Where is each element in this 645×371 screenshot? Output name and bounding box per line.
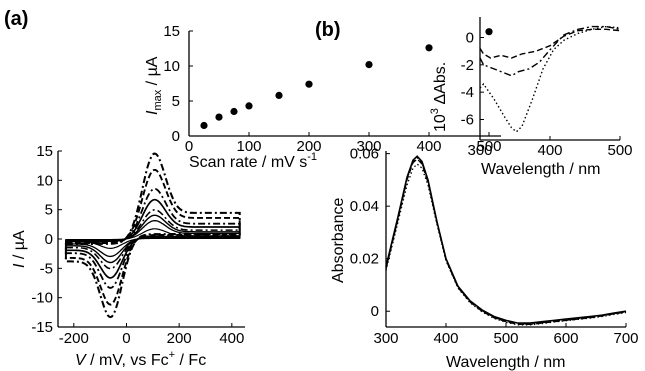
b-inset-series-dashed bbox=[479, 28, 621, 59]
a-inset-ylabel: Imax / µA bbox=[144, 56, 164, 115]
x-tick-label: 300 bbox=[467, 142, 492, 159]
y-tick-label: 10 bbox=[163, 58, 180, 75]
y-tick-label: 0 bbox=[45, 231, 53, 248]
a-inset-point bbox=[365, 61, 373, 69]
panel-a-label: (a) bbox=[4, 8, 28, 30]
x-tick-label: 300 bbox=[373, 330, 398, 347]
b-inset-series-dashdot bbox=[479, 25, 621, 77]
chart-b-main: Wavelength / nm Absorbance 300 400 500 600 7… bbox=[330, 146, 639, 371]
b-main-series-solid bbox=[385, 155, 627, 324]
y-tick-label: 5 bbox=[45, 202, 53, 219]
x-tick-label: 0 bbox=[122, 330, 130, 347]
b-main-series-dashed bbox=[385, 157, 627, 326]
b-inset-ylabel: 103 ΔAbs. bbox=[429, 62, 449, 132]
a-cv-series-400 bbox=[64, 152, 241, 319]
b-main-series-dotted bbox=[385, 163, 627, 326]
chart-a-inset: Scan rate / mV s-1 Imax / µA 0 100 200 300 4… bbox=[144, 23, 502, 171]
y-tick-label: -10 bbox=[31, 290, 53, 307]
a-inset-point bbox=[485, 28, 493, 36]
b-main-series-dashdot bbox=[385, 156, 627, 325]
y-tick-label: -4 bbox=[461, 84, 474, 101]
chart-b-inset: Wavelength / nm 103 ΔAbs. 300 400 500-6-4-… bbox=[429, 17, 633, 178]
x-tick-label: 500 bbox=[493, 330, 518, 347]
x-tick-label: 400 bbox=[537, 142, 562, 159]
y-tick-label: 15 bbox=[36, 143, 53, 160]
b-main-xlabel: Wavelength / nm bbox=[446, 354, 565, 371]
a-inset-point bbox=[425, 44, 433, 52]
y-tick-label: 5 bbox=[172, 93, 180, 110]
chart-a-cv: V / mV, vs Fc+ / Fc I / µA -200 0 200 400 -1… bbox=[11, 143, 245, 369]
a-cv-xlabel: V / mV, vs Fc+ / Fc bbox=[75, 349, 206, 369]
x-tick-label: 700 bbox=[613, 330, 638, 347]
x-tick-label: 400 bbox=[219, 330, 244, 347]
y-tick-label: -5 bbox=[40, 260, 53, 277]
x-tick-label: 300 bbox=[356, 138, 381, 155]
y-tick-label: -6 bbox=[461, 112, 474, 129]
y-tick-label: 10 bbox=[36, 172, 53, 189]
y-tick-label: 0.04 bbox=[350, 198, 379, 215]
a-inset-point bbox=[200, 121, 208, 130]
b-inset-xlabel: Wavelength / nm bbox=[481, 161, 600, 178]
x-tick-label: -200 bbox=[59, 330, 89, 347]
x-tick-label: 0 bbox=[185, 138, 193, 155]
a-cv-ylabel: I / µA bbox=[11, 230, 28, 268]
x-tick-label: 200 bbox=[167, 330, 192, 347]
a-inset-point bbox=[230, 107, 238, 116]
x-tick-label: 400 bbox=[433, 330, 458, 347]
y-tick-label: -15 bbox=[31, 319, 53, 336]
x-tick-label: 200 bbox=[296, 138, 321, 155]
panel-b-label: (b) bbox=[315, 19, 341, 41]
a-cv-series-200 bbox=[65, 188, 241, 289]
y-tick-label: -2 bbox=[461, 57, 474, 74]
y-tick-label: 0 bbox=[371, 303, 379, 320]
y-tick-label: 15 bbox=[163, 23, 180, 40]
a-inset-point bbox=[245, 102, 253, 110]
b-main-ylabel: Absorbance bbox=[330, 198, 347, 283]
x-tick-label: 600 bbox=[553, 330, 578, 347]
a-inset-point bbox=[215, 113, 223, 121]
y-tick-label: 0 bbox=[172, 128, 180, 145]
x-tick-label: 500 bbox=[476, 138, 501, 155]
b-inset-series-dotted bbox=[479, 25, 621, 133]
x-tick-label: 400 bbox=[416, 138, 441, 155]
y-tick-label: 0 bbox=[466, 30, 474, 47]
y-tick-label: 0.06 bbox=[350, 146, 379, 163]
y-tick-label: 0.02 bbox=[350, 251, 379, 268]
a-inset-point bbox=[305, 80, 313, 88]
x-tick-label: 500 bbox=[607, 142, 632, 159]
x-tick-label: 100 bbox=[236, 138, 261, 155]
a-inset-xlabel: Scan rate / mV s-1 bbox=[189, 151, 317, 171]
a-inset-point bbox=[275, 91, 283, 99]
